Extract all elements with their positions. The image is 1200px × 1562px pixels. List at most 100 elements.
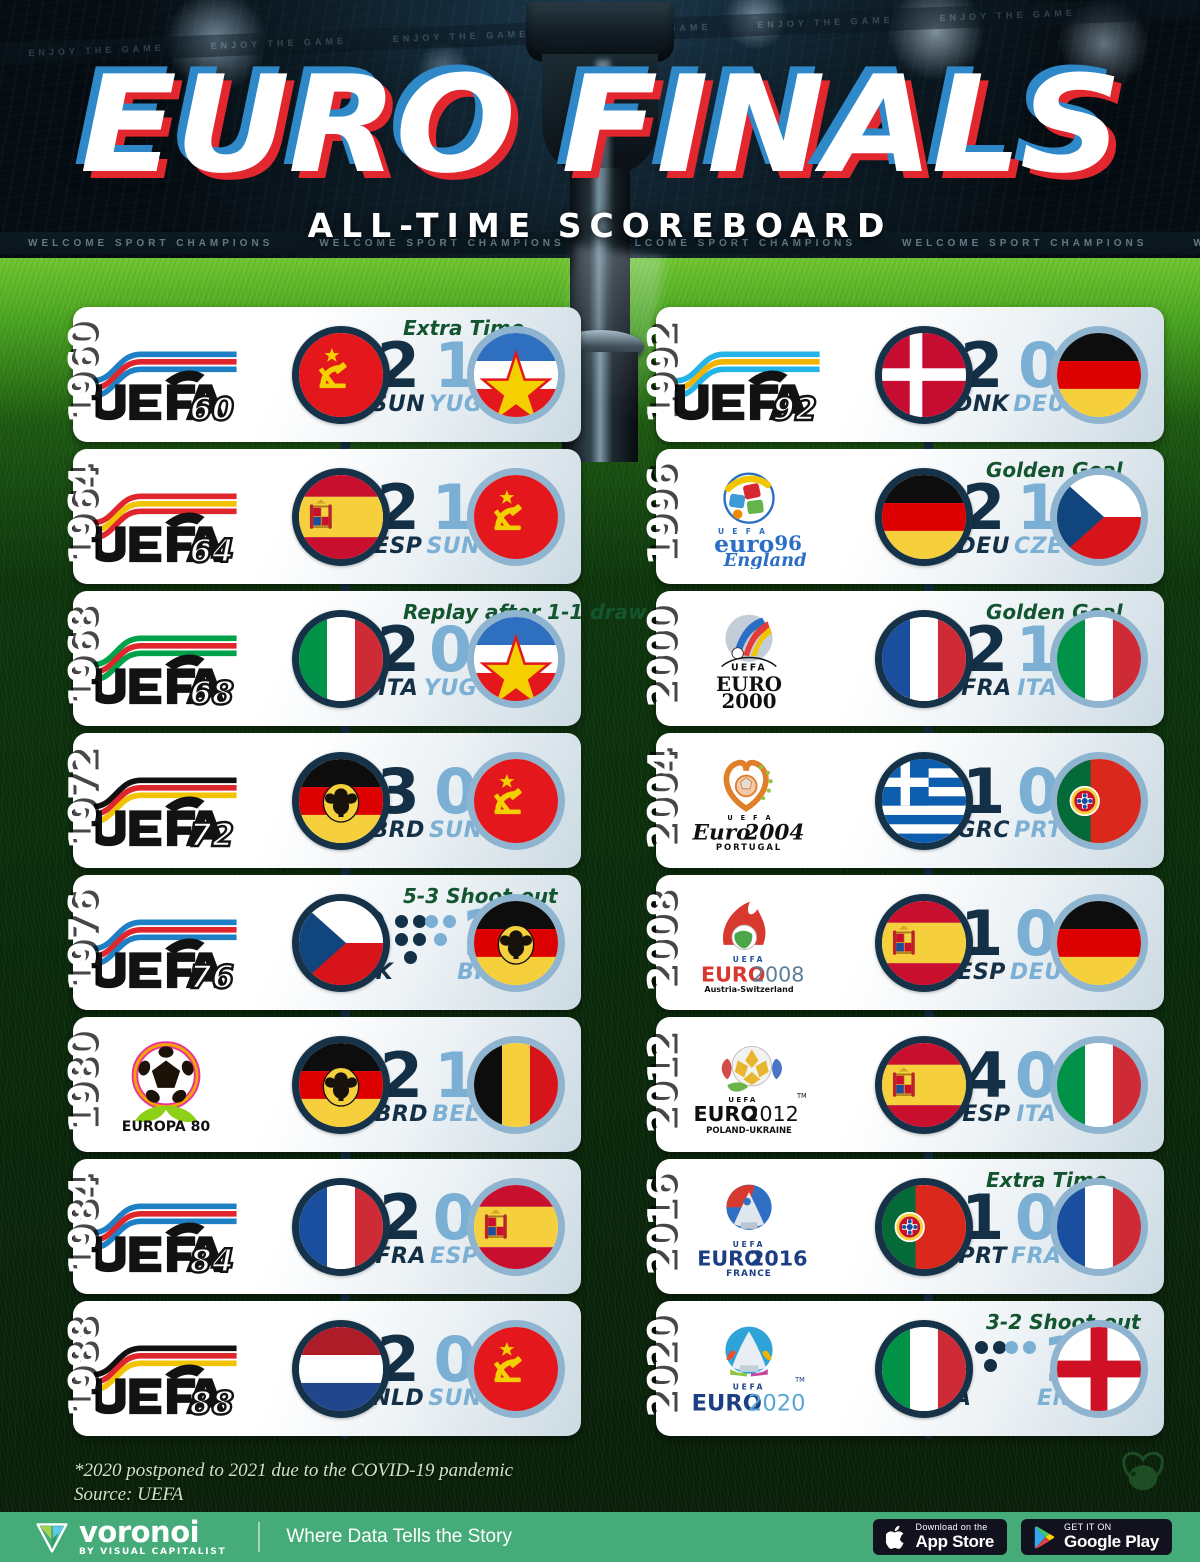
tournament-logo: UEFA TM EURO 2012 POLAND-UKRAINE — [656, 1017, 842, 1152]
svg-text:UEFA: UEFA — [733, 1382, 766, 1391]
winner-flag-icon — [292, 1319, 390, 1418]
score-area: Golden Goal 2 FRA 1 ITA — [961, 591, 1122, 726]
final-card[interactable]: 1988 88 2 NLD 0 SUN — [61, 1301, 581, 1436]
penalty-dot — [983, 1359, 997, 1372]
penalty-dot — [442, 915, 456, 928]
svg-text:68: 68 — [190, 674, 235, 711]
loser-code: FRA — [1011, 1244, 1062, 1270]
final-card[interactable]: 2012 UEFA TM EURO 2012 POLAND-UKRAINE 4 ESP 0 ITA — [640, 1017, 1164, 1152]
winner-flag-icon — [292, 1177, 390, 1276]
penalty-dot — [1004, 1341, 1018, 1354]
voronoi-mark-icon — [36, 1523, 68, 1553]
svg-text:88: 88 — [190, 1384, 235, 1421]
final-card[interactable]: 1960 60 Extra Time 2 SUN 1 YUG — [61, 307, 581, 442]
tournament-logo: 88 — [73, 1301, 259, 1436]
loser-flag-icon — [467, 751, 565, 850]
winner-code: ESP — [962, 1102, 1011, 1128]
final-card[interactable]: 1976 76 5-3 Shoot-out2CSK2BRD — [61, 875, 581, 1010]
tournament-logo: 84 — [73, 1159, 259, 1294]
svg-text:60: 60 — [190, 390, 235, 427]
loser-code: SUN — [426, 534, 481, 560]
year-label: 1996 — [640, 466, 683, 566]
final-card[interactable]: 1992 92 2 DNK 0 DEU — [640, 307, 1164, 442]
final-card[interactable]: 2008 UEFA EURO 2008 Austria-Switzerland 1 ESP 0… — [640, 875, 1164, 1010]
svg-text:84: 84 — [190, 1242, 235, 1279]
svg-text:76: 76 — [190, 958, 235, 995]
svg-text:EURO: EURO — [693, 1101, 757, 1125]
tournament-logo: 72 — [73, 733, 259, 868]
penalty-dots-loser — [1004, 1331, 1036, 1354]
loser-flag-icon — [467, 325, 565, 424]
penalty-dots-winner — [394, 905, 426, 964]
svg-text:FRANCE: FRANCE — [726, 1268, 772, 1278]
penalty-dot — [433, 933, 447, 946]
apple-icon — [885, 1525, 904, 1549]
tournament-logo: 64 — [73, 449, 259, 584]
voronoi-byline: BY VISUAL CAPITALIST — [79, 1546, 227, 1557]
footnote-line-1: *2020 postponed to 2021 due to the COVID… — [74, 1460, 514, 1481]
svg-text:96: 96 — [774, 530, 801, 554]
year-label: 2020 — [640, 1318, 683, 1418]
svg-text:EUROPA 80: EUROPA 80 — [122, 1119, 211, 1135]
year-label: 2016 — [640, 1176, 683, 1276]
score-area: 2 FRA 0 ESP — [376, 1159, 479, 1294]
footnote: *2020 postponed to 2021 due to the COVID… — [74, 1459, 774, 1508]
page-title: EURO FINALS — [79, 47, 1122, 203]
year-label: 1976 — [61, 892, 104, 992]
svg-text:Austria-Switzerland: Austria-Switzerland — [704, 984, 793, 993]
svg-text:TM: TM — [796, 1092, 807, 1100]
final-card[interactable]: 1972 72 3 BRD 0 SUN — [61, 733, 581, 868]
google-play-big-label: Google Play — [1064, 1531, 1159, 1551]
loser-flag-icon — [467, 1035, 565, 1134]
svg-text:EURO: EURO — [716, 672, 782, 696]
svg-text:2012: 2012 — [746, 1101, 799, 1125]
penalty-dot — [974, 1341, 988, 1354]
final-card[interactable]: 2004 U E F A Euro 2004 PORTUGAL 1 GRC 0 PRT — [640, 733, 1164, 868]
app-store-button[interactable]: Download on the App Store — [872, 1519, 1008, 1555]
loser-flag-icon — [1050, 325, 1148, 424]
tournament-logo: UEFA TM EURO 2020 — [656, 1301, 842, 1436]
year-label: 1984 — [61, 1176, 104, 1276]
svg-text:UEFA: UEFA — [728, 1094, 757, 1103]
year-label: 1992 — [640, 324, 683, 424]
svg-text:EURO: EURO — [701, 962, 765, 986]
banner-text: WELCOME SPORT CHAMPIONS — [902, 237, 1148, 249]
banner-text: WELCOME SPORT CHAMPIONS — [28, 237, 274, 249]
penalty-dot — [394, 915, 408, 928]
year-label: 1972 — [61, 750, 104, 850]
tournament-logo: UEFA EURO 2008 Austria-Switzerland — [656, 875, 842, 1010]
svg-text:2016: 2016 — [750, 1246, 808, 1270]
winner-flag-icon — [292, 467, 390, 566]
svg-text:TM: TM — [794, 1376, 805, 1384]
tournament-logo: 60 — [73, 307, 259, 442]
loser-flag-icon — [1050, 1319, 1148, 1418]
voronoi-logo[interactable]: voronoi BY VISUAL CAPITALIST — [34, 1517, 227, 1557]
final-card[interactable]: 1968 68 Replay after 1-1 draw2ITA0YUG — [61, 591, 646, 726]
penalty-dot — [1022, 1341, 1036, 1354]
winner-flag-icon — [875, 751, 973, 850]
loser-flag-icon — [1050, 1177, 1148, 1276]
final-card[interactable]: 1964 64 2 ESP 1 SUN — [61, 449, 581, 584]
penalty-dots-loser — [424, 905, 456, 946]
final-card[interactable]: 2016 UEFA EURO 2016 FRANCE Extra Time 1 PRT 0 FRA — [640, 1159, 1164, 1294]
loser-flag-icon — [467, 893, 565, 992]
final-card[interactable]: 1980 EUROPA 80 2 BRD 1 BEL — [61, 1017, 581, 1152]
score-area: 1 ESP 0 DEU — [957, 875, 1062, 1010]
tournament-logo: 76 — [73, 875, 259, 1010]
footer-tagline: Where Data Tells the Story — [286, 1526, 512, 1547]
final-card[interactable]: 2000 UEFA EURO 2000 Golden Goal 2 FRA 1 ITA — [640, 591, 1164, 726]
loser-flag-icon — [1050, 467, 1148, 566]
year-label: 2012 — [640, 1034, 683, 1134]
penalty-dot — [394, 933, 408, 946]
svg-text:PORTUGAL: PORTUGAL — [716, 841, 782, 851]
google-play-small-label: GET IT ON — [1064, 1521, 1112, 1532]
score-area: 2 BRD 1 BEL — [375, 1017, 479, 1152]
svg-text:2000: 2000 — [722, 688, 777, 710]
tournament-logo: U E F A Euro 2004 PORTUGAL — [656, 733, 842, 868]
google-play-button[interactable]: GET IT ON Google Play — [1021, 1519, 1172, 1555]
footer-divider — [258, 1522, 261, 1552]
score-area: 2 NLD 0 SUN — [372, 1301, 481, 1436]
final-card[interactable]: 1984 84 2 FRA 0 ESP — [61, 1159, 581, 1294]
